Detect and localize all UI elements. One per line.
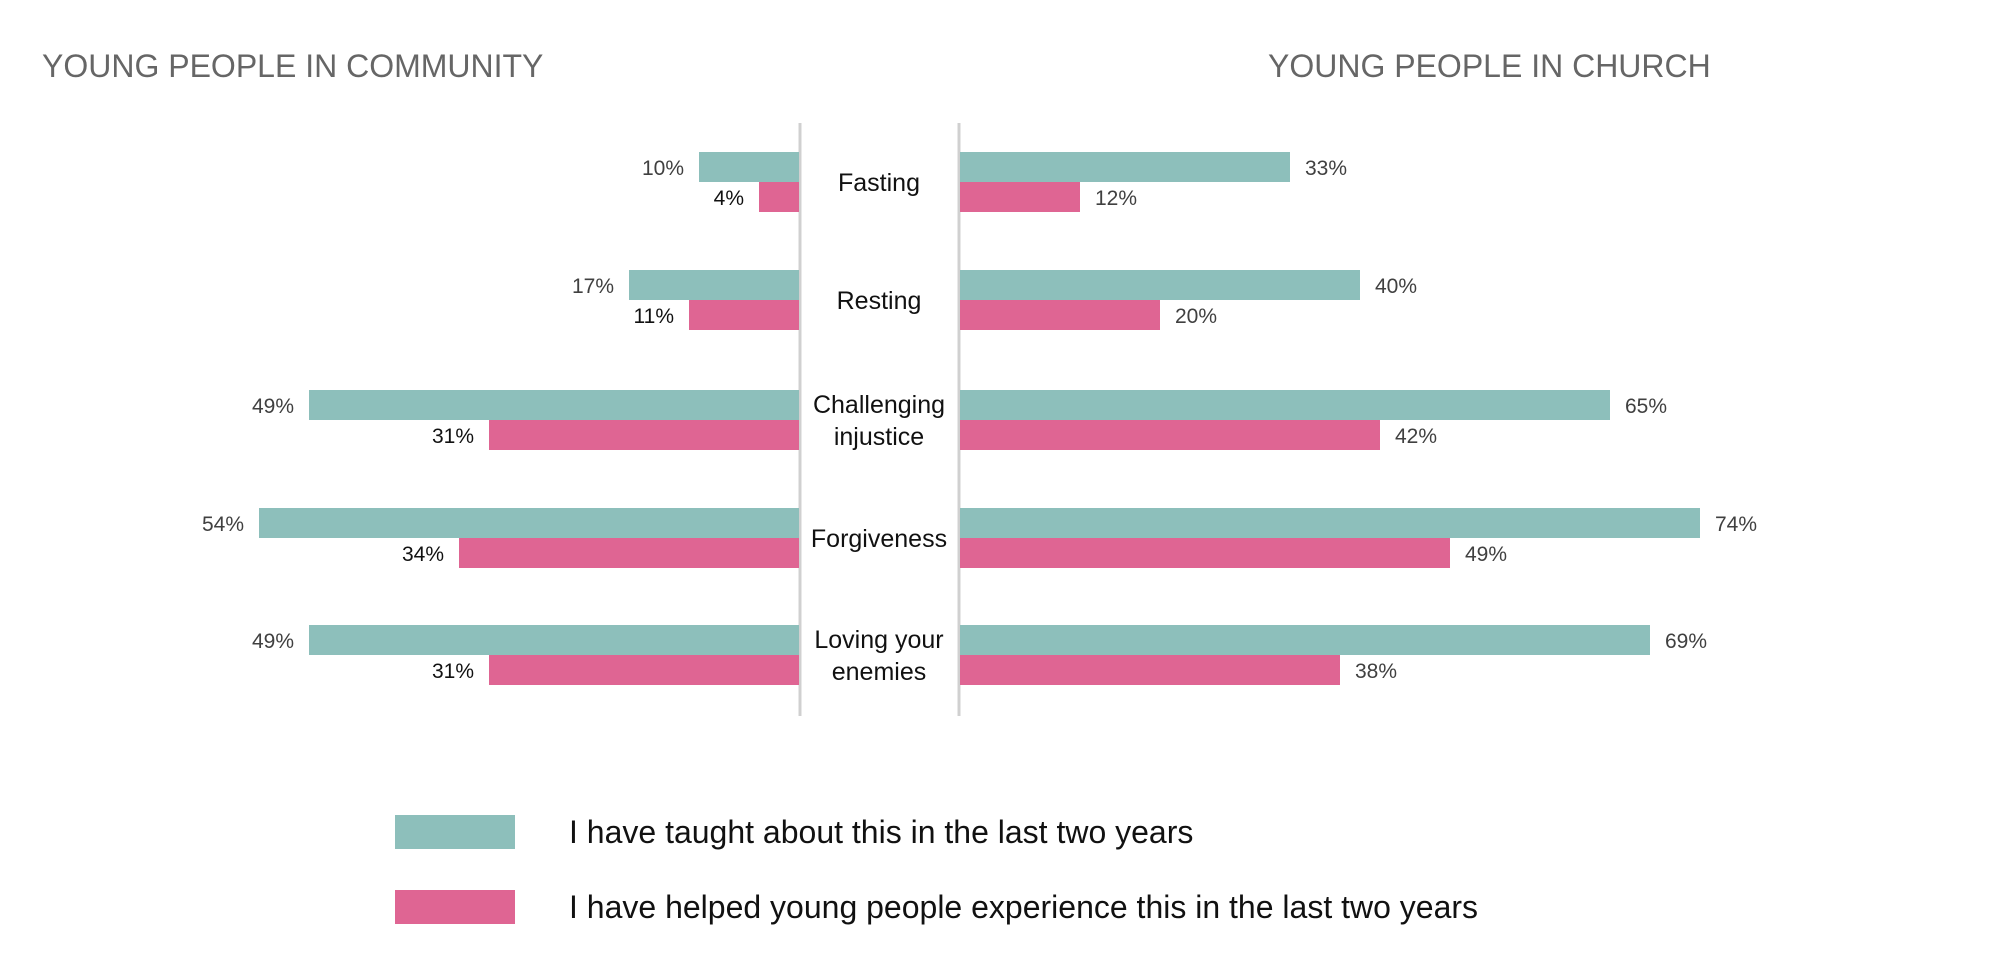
value-label-community-taught-2: 49% (252, 395, 294, 418)
bar-church-taught-4 (960, 625, 1650, 655)
bar-church-helped-4 (960, 655, 1340, 685)
value-label-community-taught-0: 10% (642, 157, 684, 180)
bar-community-helped-3 (459, 538, 799, 568)
left-panel-title: YOUNG PEOPLE IN COMMUNITY (42, 48, 543, 84)
bar-community-helped-0 (759, 182, 799, 212)
category-label-0-line-0: Fasting (838, 169, 920, 197)
category-labels-group: Fasting Resting Challenging injustice Forgiv… (811, 169, 947, 686)
value-label-community-helped-2: 31% (432, 425, 474, 448)
value-label-church-helped-3: 49% (1465, 543, 1507, 566)
category-label-3-line-0: Forgiveness (811, 525, 947, 553)
category-label-2-line-0: Challenging (813, 391, 945, 419)
bar-community-taught-0 (699, 152, 799, 182)
value-label-community-helped-3: 34% (402, 543, 444, 566)
value-label-church-taught-1: 40% (1375, 275, 1417, 298)
value-label-church-helped-4: 38% (1355, 660, 1397, 683)
bar-church-helped-1 (960, 300, 1160, 330)
value-label-community-taught-3: 54% (202, 513, 244, 536)
bar-church-taught-1 (960, 270, 1360, 300)
value-label-church-taught-4: 69% (1665, 630, 1707, 653)
value-label-church-helped-1: 20% (1175, 305, 1217, 328)
value-label-church-helped-0: 12% (1095, 187, 1137, 210)
value-label-church-taught-0: 33% (1305, 157, 1347, 180)
value-label-church-helped-2: 42% (1395, 425, 1437, 448)
legend-label-taught: I have taught about this in the last two… (569, 814, 1193, 850)
value-label-community-taught-4: 49% (252, 630, 294, 653)
bar-community-taught-1 (629, 270, 799, 300)
bar-church-helped-3 (960, 538, 1450, 568)
legend-swatch-helped (395, 890, 515, 924)
value-label-community-helped-4: 31% (432, 660, 474, 683)
value-label-church-taught-3: 74% (1715, 513, 1757, 536)
value-label-community-taught-1: 17% (572, 275, 614, 298)
legend-swatch-taught (395, 815, 515, 849)
bar-community-helped-2 (489, 420, 799, 450)
bar-church-helped-2 (960, 420, 1380, 450)
value-labels-group: 10% 17% 49% 54% 49% 4% 11% 31% 34% 31% 33% 40% 65% 74… (202, 157, 1757, 683)
value-label-community-helped-1: 11% (634, 305, 674, 328)
category-label-2-line-1: injustice (834, 423, 924, 451)
bar-community-helped-1 (689, 300, 799, 330)
value-label-community-helped-0: 4% (714, 187, 744, 210)
category-label-4-line-1: enemies (832, 658, 927, 686)
value-label-church-taught-2: 65% (1625, 395, 1667, 418)
category-label-1-line-0: Resting (837, 287, 922, 315)
bar-community-taught-3 (259, 508, 799, 538)
legend-label-helped: I have helped young people experience th… (569, 889, 1478, 925)
bar-community-taught-2 (309, 390, 799, 420)
bar-church-taught-0 (960, 152, 1290, 182)
legend: I have taught about this in the last two… (395, 814, 1478, 925)
bar-church-taught-3 (960, 508, 1700, 538)
right-panel-title: YOUNG PEOPLE IN CHURCH (1268, 48, 1711, 84)
category-label-4-line-0: Loving your (814, 626, 943, 654)
bar-community-helped-4 (489, 655, 799, 685)
bar-church-helped-0 (960, 182, 1080, 212)
bars-group (259, 152, 1700, 685)
bar-church-taught-2 (960, 390, 1610, 420)
bar-community-taught-4 (309, 625, 799, 655)
